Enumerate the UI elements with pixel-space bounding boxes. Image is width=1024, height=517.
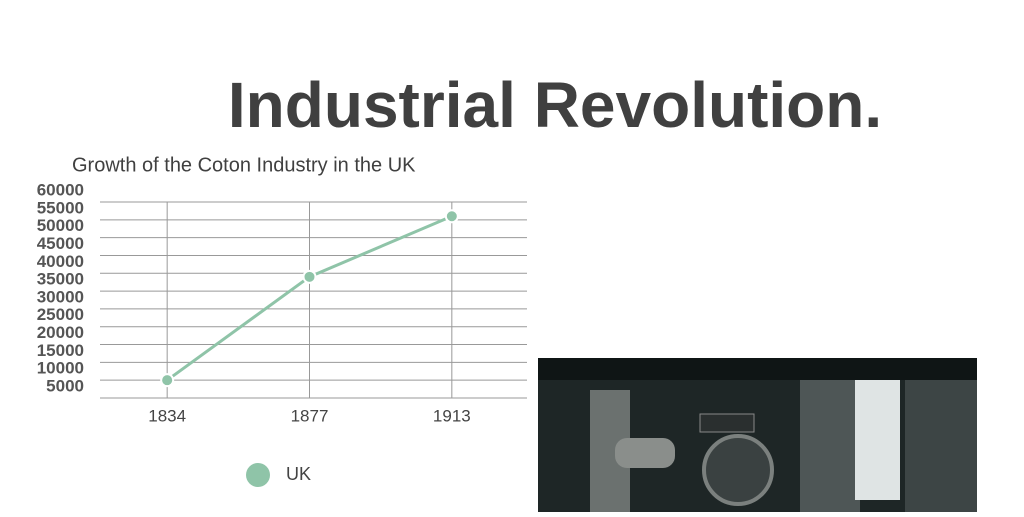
legend-label: UK <box>286 464 311 484</box>
y-tick-label: 5000 <box>46 376 84 395</box>
y-tick-label: 45000 <box>37 234 84 253</box>
x-tick-label: 1834 <box>148 406 186 425</box>
point <box>444 209 459 224</box>
point <box>160 373 175 388</box>
photo <box>538 358 977 512</box>
chart-title: Growth of the Coton Industry in the UK <box>72 154 416 176</box>
point <box>302 269 317 284</box>
y-tick-label: 50000 <box>37 216 84 235</box>
y-tick-label: 20000 <box>37 323 84 342</box>
x-tick-label: 1913 <box>433 406 471 425</box>
y-tick-label: 10000 <box>37 359 84 378</box>
legend-swatch <box>246 463 270 487</box>
slide-title: Industrial Revolution. <box>228 69 882 141</box>
y-tick-label: 35000 <box>37 270 84 289</box>
y-tick-label: 30000 <box>37 287 84 306</box>
y-tick-label: 55000 <box>37 198 84 217</box>
x-tick-label: 1877 <box>291 406 329 425</box>
y-tick-label: 25000 <box>37 305 84 324</box>
y-tick-label: 40000 <box>37 252 84 271</box>
y-tick-label: 15000 <box>37 341 84 360</box>
y-tick-label: 60000 <box>37 180 84 199</box>
